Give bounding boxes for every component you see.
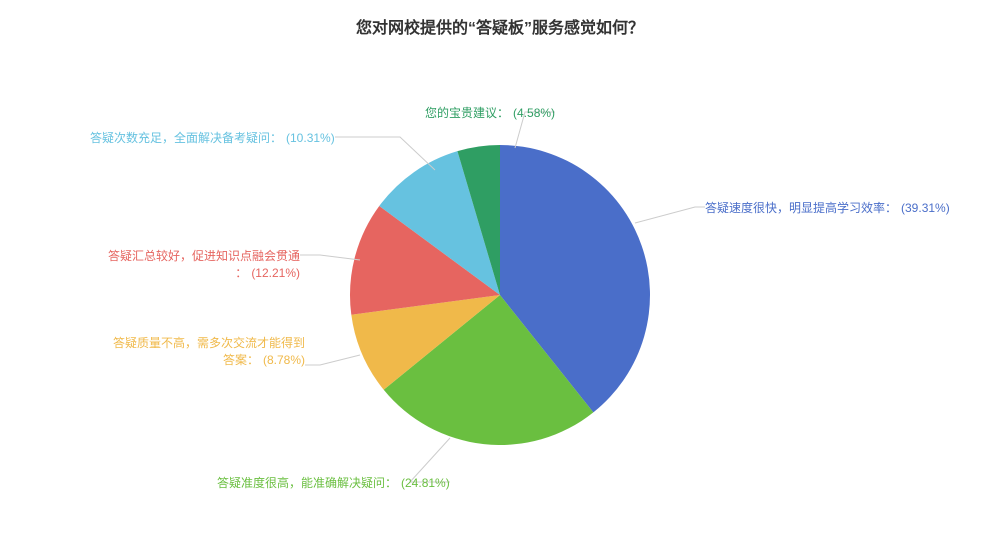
slice-label-pct: (24.81%) — [401, 476, 450, 490]
slice-label: 答疑速度很快，明显提高学习效率： (39.31%) — [705, 200, 950, 217]
slice-label-pct: (10.31%) — [286, 131, 335, 145]
slice-label: 答疑准度很高，能准确解决疑问： (24.81%) — [217, 475, 450, 492]
slice-label: 答疑质量不高，需多次交流才能得到答案： (8.78%) — [113, 335, 305, 369]
slice-label-pct: (8.78%) — [263, 353, 305, 367]
leader-line — [635, 207, 705, 223]
leader-line — [305, 355, 360, 365]
pie-chart-container: 您对网校提供的“答疑板”服务感觉如何？ 答疑速度很快，明显提高学习效率：(39.… — [0, 0, 1000, 541]
slice-label-pct: (4.58%) — [513, 106, 555, 120]
slice-label-text: 答疑质量不高，需多次交流才能得到 — [113, 336, 305, 350]
slice-label-pct: (39.31%) — [901, 201, 950, 215]
slice-label-text: 答疑准度很高，能准确解决疑问： — [217, 476, 397, 490]
slice-label-text: 答疑速度很快，明显提高学习效率： — [705, 201, 897, 215]
slice-label: 答疑汇总较好，促进知识点融会贯通 ： (12.21%) — [108, 248, 300, 282]
slice-label-text: 答案： — [223, 353, 259, 367]
slice-label: 答疑次数充足，全面解决备考疑问： (10.31%) — [90, 130, 335, 147]
slice-label-text: 答疑汇总较好，促进知识点融会贯通 — [108, 249, 300, 263]
slice-label-text: ： — [235, 266, 247, 280]
slice-label: 您的宝贵建议： (4.58%) — [425, 105, 555, 122]
slice-label-text: 您的宝贵建议： — [425, 106, 509, 120]
leader-line — [300, 255, 360, 260]
leader-line — [335, 137, 435, 170]
slice-label-pct: (12.21%) — [251, 266, 300, 280]
slice-label-text: 答疑次数充足，全面解决备考疑问： — [90, 131, 282, 145]
